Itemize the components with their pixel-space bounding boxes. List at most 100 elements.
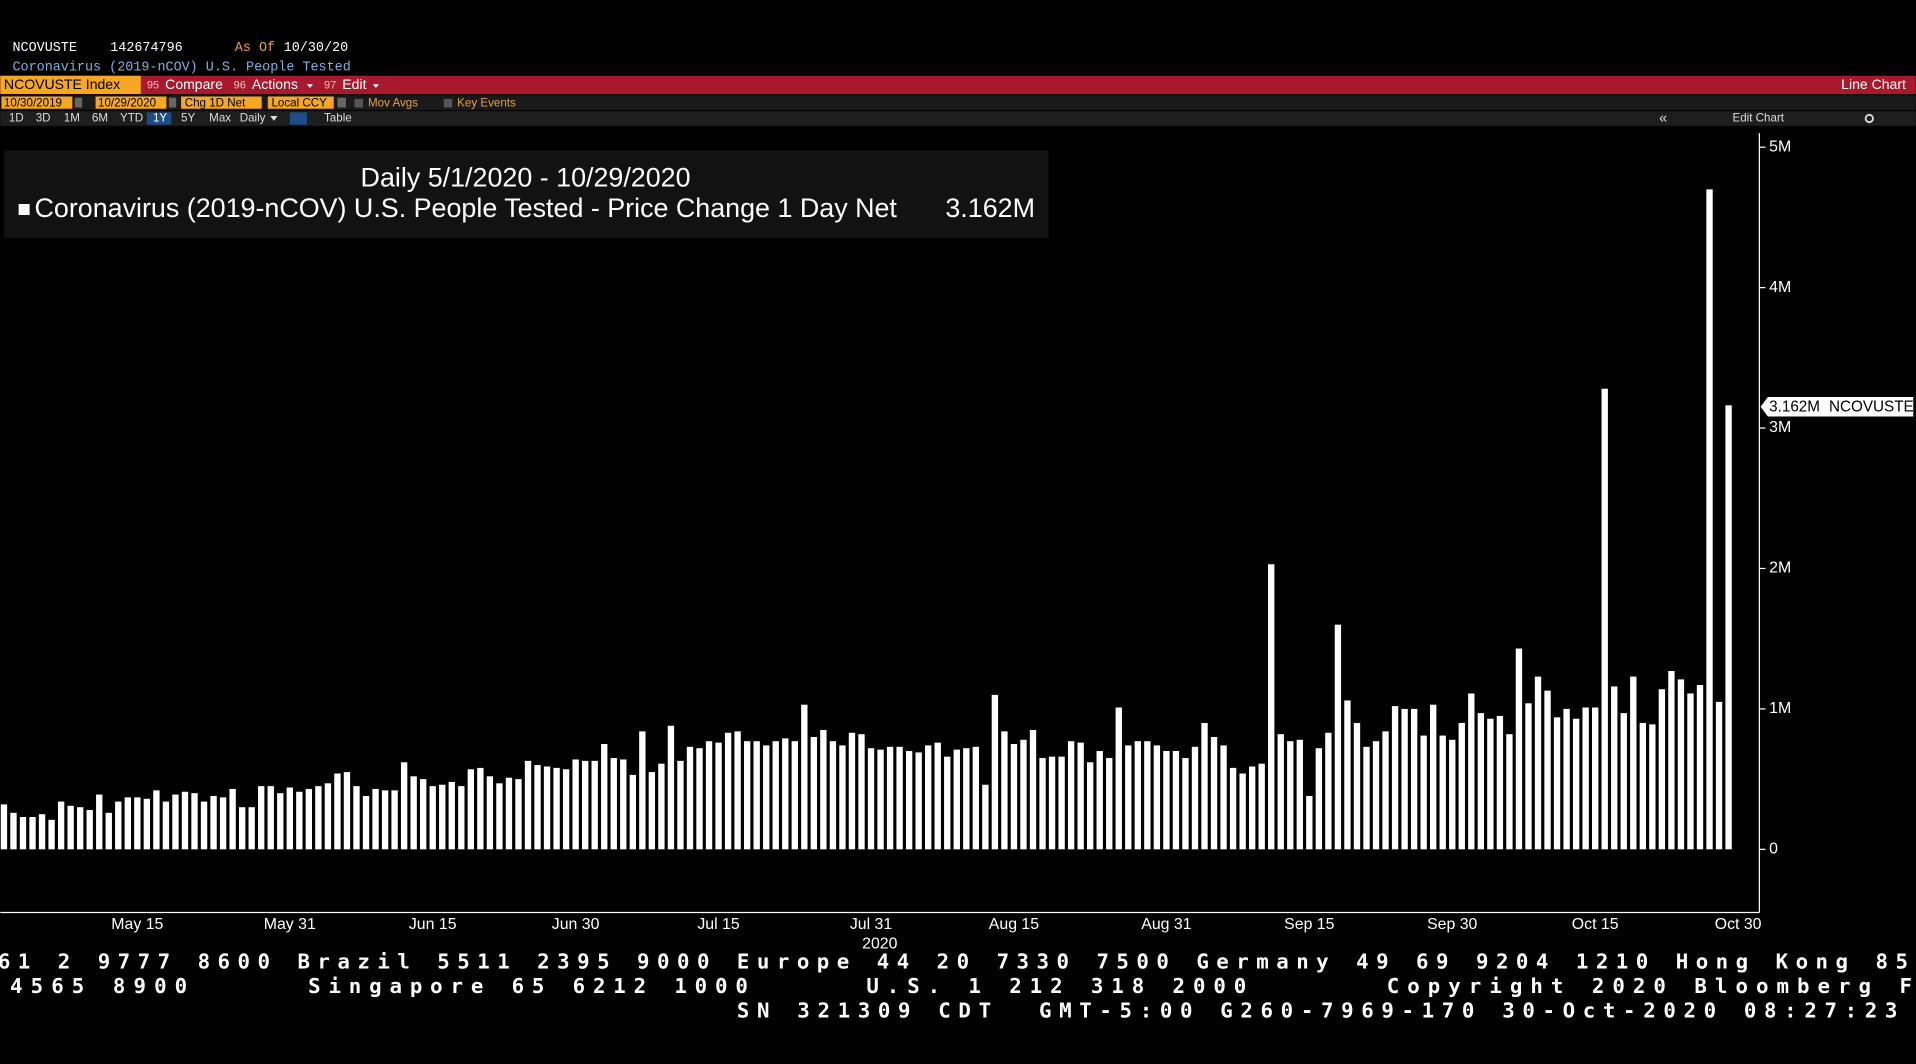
x-tick-label: Aug 15 [989, 916, 1039, 933]
settings-icon[interactable] [1864, 113, 1874, 124]
bar [1611, 686, 1618, 850]
bar [1048, 756, 1056, 850]
bar [620, 759, 627, 850]
range-button[interactable]: 3D [36, 112, 51, 125]
range-button[interactable]: 6M [92, 112, 108, 125]
bar [1220, 745, 1227, 850]
edit-chart[interactable]: Edit Chart [1732, 112, 1784, 125]
field[interactable]: Chg 1D Net [185, 96, 246, 109]
dropdown[interactable] [337, 97, 346, 108]
bar [10, 812, 17, 850]
bar [1563, 708, 1570, 850]
bar [734, 731, 741, 850]
menu[interactable]: Compare [165, 76, 223, 92]
settings: 10/30/2019 10/29/2020 Chg 1D Net Local C… [1, 96, 516, 109]
bar [791, 741, 798, 850]
bar [57, 801, 65, 850]
range-button[interactable]: YTD [120, 112, 143, 125]
calendar-icon[interactable] [74, 97, 83, 108]
dropdown-icon [270, 116, 278, 121]
security-box[interactable] [0, 75, 141, 95]
range-button[interactable]: 1D [9, 112, 24, 125]
bar [1677, 679, 1685, 850]
bar [982, 784, 989, 850]
bar [1058, 756, 1065, 850]
range-button[interactable]: 1Y [153, 112, 167, 125]
field-box[interactable] [181, 96, 262, 109]
bar [1125, 745, 1132, 850]
range-button[interactable]: 1M [64, 112, 80, 125]
x-tick-label: Aug 31 [1141, 916, 1191, 933]
bar [1086, 762, 1094, 850]
currency[interactable]: Local CCY [271, 96, 327, 109]
bar [105, 812, 112, 850]
menu[interactable]: Actions [252, 76, 298, 92]
security[interactable]: NCOVUSTE Index [4, 76, 120, 92]
ranges: 1D 3D 1M 6M YTD 1Y 5Y Max [9, 112, 231, 125]
bar [315, 786, 322, 850]
field-box[interactable] [1, 96, 73, 109]
collapse-icon[interactable]: « [1659, 110, 1667, 126]
bar [934, 742, 941, 850]
chart-icon[interactable] [289, 112, 307, 125]
field-box[interactable] [95, 96, 167, 109]
bar [496, 783, 503, 850]
bar [1201, 722, 1208, 850]
bar [439, 784, 446, 850]
bar [458, 786, 465, 850]
table-button[interactable]: Table [324, 112, 352, 125]
x-tick-label: Sep 15 [1284, 916, 1334, 933]
frequency[interactable]: Daily [240, 112, 266, 125]
bar [115, 801, 122, 850]
as-of-label: As Of [235, 41, 275, 56]
option[interactable]: Key Events [457, 96, 516, 109]
legend-value: 3.162M [945, 193, 1035, 223]
bar [1306, 795, 1313, 850]
ticker: NCOVUSTE [12, 41, 76, 56]
bar [200, 801, 208, 850]
bar [1525, 703, 1532, 850]
bar [1401, 708, 1408, 850]
menus: 95 Compare 96 Actions 97 Edit [147, 76, 379, 92]
bar [267, 786, 274, 850]
bar [1420, 735, 1427, 850]
end-date[interactable]: 10/29/2020 [98, 96, 156, 109]
bar [686, 746, 694, 850]
bar [677, 760, 684, 850]
bar [1344, 700, 1351, 850]
field-box[interactable] [267, 96, 334, 109]
bar [1715, 701, 1723, 850]
bar [1363, 746, 1370, 850]
bar [1172, 751, 1180, 850]
bar [877, 749, 884, 850]
checkbox[interactable] [443, 98, 453, 108]
option[interactable]: Mov Avgs [368, 96, 418, 109]
y-tick-label: 2M [1769, 560, 1791, 577]
bar [543, 766, 551, 850]
bar [915, 752, 922, 850]
bar [191, 793, 198, 850]
bar [763, 745, 770, 850]
range-button[interactable]: 5Y [181, 112, 195, 125]
bar [1439, 735, 1446, 850]
bar [48, 819, 55, 850]
checkbox[interactable] [354, 98, 364, 108]
calendar-icon[interactable] [168, 97, 177, 108]
bar [477, 767, 484, 850]
toolbar [0, 75, 1916, 95]
menu[interactable]: Edit [342, 76, 366, 92]
x-tick-label: Jun 30 [552, 916, 600, 933]
legend [3, 150, 1049, 239]
bar [400, 762, 408, 850]
bar [1039, 758, 1046, 850]
bar [162, 801, 170, 850]
range-button[interactable]: Max [209, 112, 231, 125]
bar [1134, 741, 1141, 850]
bar [1115, 707, 1122, 850]
bar [1106, 758, 1113, 850]
start-date[interactable]: 10/30/2019 [4, 96, 62, 109]
bar [1487, 718, 1494, 850]
bar [963, 748, 970, 850]
bar [782, 738, 789, 850]
bar [1372, 741, 1380, 850]
